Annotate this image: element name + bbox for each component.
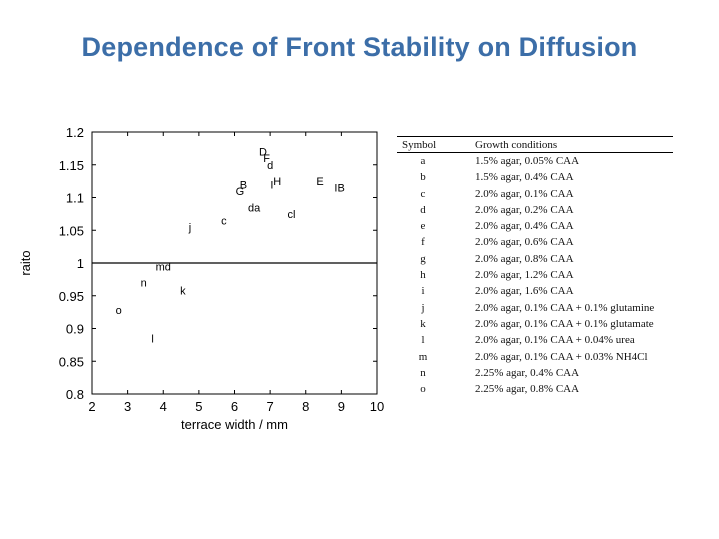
y-tick-label: 0.9: [66, 322, 84, 337]
data-point: D: [259, 147, 267, 159]
x-tick-label: 8: [302, 399, 309, 414]
row-symbol: g: [420, 252, 426, 265]
table-row: g 2.0% agar, 0.8% CAA: [397, 251, 673, 267]
table-row: j 2.0% agar, 0.1% CAA + 0.1% glutamine: [397, 300, 673, 316]
table-row: l 2.0% agar, 0.1% CAA + 0.04% urea: [397, 332, 673, 348]
growth-conditions-table: Symbol Growth conditions a 1.5% agar, 0.0…: [397, 136, 673, 397]
y-tick-label: 0.85: [59, 354, 84, 369]
table-row: h 2.0% agar, 1.2% CAA: [397, 267, 673, 283]
row-growth-condition: 2.0% agar, 1.6% CAA: [475, 285, 574, 298]
row-growth-condition: 2.0% agar, 0.1% CAA + 0.04% urea: [475, 334, 635, 347]
x-tick-label: 4: [160, 399, 167, 414]
table-row: d 2.0% agar, 0.2% CAA: [397, 202, 673, 218]
table-row: k 2.0% agar, 0.1% CAA + 0.1% glutamate: [397, 316, 673, 332]
row-growth-condition: 2.0% agar, 0.1% CAA + 0.03% NH4Cl: [475, 350, 648, 363]
data-point: md: [156, 261, 171, 273]
y-tick-label: 0.8: [66, 387, 84, 402]
data-point: F: [263, 153, 270, 165]
table-header-row: Symbol Growth conditions: [397, 136, 673, 153]
data-point: d: [267, 160, 273, 172]
x-tick-label: 7: [267, 399, 274, 414]
row-symbol: l: [421, 334, 425, 347]
x-axis-label: terrace width / mm: [181, 417, 288, 432]
data-point: n: [141, 278, 147, 290]
table-row: e 2.0% agar, 0.4% CAA: [397, 218, 673, 234]
row-symbol: b: [420, 171, 426, 184]
row-symbol: j: [421, 301, 425, 314]
data-point: c: [221, 215, 227, 227]
data-point: l: [151, 333, 153, 345]
row-growth-condition: 2.0% agar, 0.2% CAA: [475, 203, 574, 216]
x-tick-label: 2: [88, 399, 95, 414]
data-point: G: [236, 186, 245, 198]
row-symbol: n: [420, 366, 426, 379]
data-point: B: [240, 179, 247, 191]
table-row: o 2.25% agar, 0.8% CAA: [397, 381, 673, 397]
row-growth-condition: 2.0% agar, 1.2% CAA: [475, 269, 574, 282]
row-growth-condition: 2.0% agar, 0.1% CAA + 0.1% glutamine: [475, 301, 655, 314]
row-growth-condition: 2.25% agar, 0.4% CAA: [475, 366, 580, 379]
data-point: o: [116, 305, 122, 317]
y-tick-label: 1.1: [66, 191, 84, 206]
row-symbol: h: [420, 269, 426, 282]
table-row: b 1.5% agar, 0.4% CAA: [397, 169, 673, 185]
data-point: da: [248, 202, 261, 214]
row-growth-condition: 2.0% agar, 0.6% CAA: [475, 236, 574, 249]
table-row: i 2.0% agar, 1.6% CAA: [397, 283, 673, 299]
data-point: E: [316, 176, 323, 188]
row-growth-condition: 2.0% agar, 0.8% CAA: [475, 252, 574, 265]
row-growth-condition: 1.5% agar, 0.05% CAA: [475, 155, 580, 167]
x-tick-label: 10: [370, 399, 384, 414]
header-symbol: Symbol: [397, 136, 475, 153]
row-growth-condition: 2.0% agar, 0.4% CAA: [475, 220, 574, 233]
row-symbol: a: [420, 155, 426, 167]
y-tick-label: 1.15: [59, 158, 84, 173]
header-growth-conditions: Growth conditions: [475, 136, 673, 153]
table-body: a 1.5% agar, 0.05% CAA b 1.5% agar, 0.4% CA…: [397, 153, 673, 398]
y-tick-label: 1: [77, 256, 84, 271]
data-point: j: [188, 222, 191, 234]
table-row: m 2.0% agar, 0.1% CAA + 0.03% NH4Cl: [397, 349, 673, 365]
slide-title: Dependence of Front Stability on Diffusi…: [81, 32, 638, 62]
row-symbol: o: [420, 383, 426, 396]
table-row: n 2.25% agar, 0.4% CAA: [397, 365, 673, 381]
y-tick-label: 1.2: [66, 125, 84, 140]
y-tick-label: 1.05: [59, 223, 84, 238]
row-symbol: c: [420, 187, 426, 200]
data-point: I: [270, 179, 273, 191]
row-symbol: i: [421, 285, 425, 298]
x-tick-label: 6: [231, 399, 238, 414]
table-row: c 2.0% agar, 0.1% CAA: [397, 186, 673, 202]
data-point: k: [180, 286, 186, 298]
row-growth-condition: 1.5% agar, 0.4% CAA: [475, 171, 574, 184]
y-tick-label: 0.95: [59, 289, 84, 304]
x-tick-label: 9: [338, 399, 345, 414]
data-point: IB: [334, 183, 344, 195]
table-row: f 2.0% agar, 0.6% CAA: [397, 234, 673, 250]
x-tick-label: 5: [195, 399, 202, 414]
row-growth-condition: 2.0% agar, 0.1% CAA: [475, 187, 574, 200]
row-symbol: e: [420, 220, 426, 233]
x-tick-label: 3: [124, 399, 131, 414]
table-row: a 1.5% agar, 0.05% CAA: [397, 153, 673, 170]
data-point: H: [273, 176, 281, 188]
data-point: cl: [288, 209, 296, 221]
y-axis-label: raito: [18, 250, 33, 275]
row-growth-condition: 2.25% agar, 0.8% CAA: [475, 383, 580, 396]
row-symbol: k: [420, 317, 426, 330]
row-symbol: d: [420, 203, 426, 216]
row-symbol: f: [421, 236, 425, 249]
row-symbol: m: [418, 350, 428, 363]
row-growth-condition: 2.0% agar, 0.1% CAA + 0.1% glutamate: [475, 317, 654, 330]
